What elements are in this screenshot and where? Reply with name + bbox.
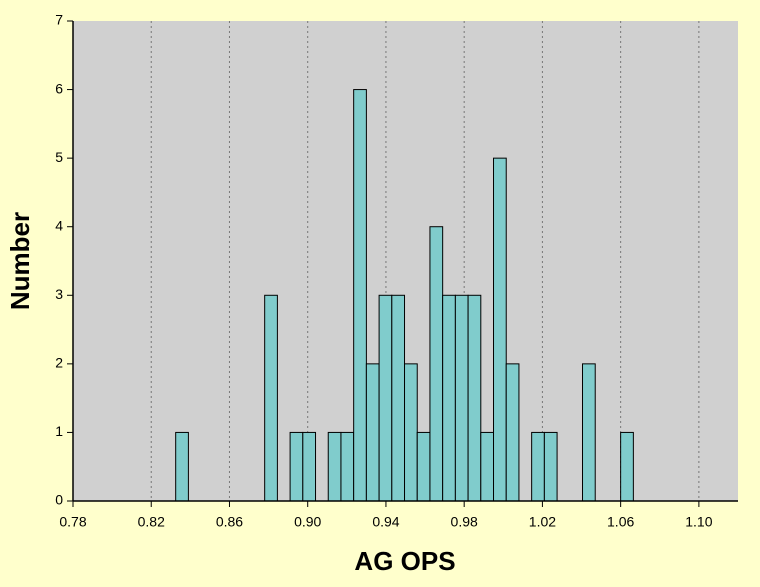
bar <box>365 363 380 502</box>
bar <box>543 431 558 502</box>
y-tick-label: 6 <box>55 80 63 96</box>
bar <box>404 363 418 502</box>
bar <box>327 431 342 502</box>
bar <box>454 294 469 502</box>
bar <box>264 294 278 502</box>
bar <box>416 431 431 502</box>
x-tick-label: 1.02 <box>529 514 556 530</box>
y-tick-label: 1 <box>55 423 63 439</box>
bar <box>289 431 304 502</box>
x-tick-label: 0.98 <box>451 514 478 530</box>
x-axis-title: AG OPS <box>354 546 455 576</box>
y-tick-label: 7 <box>55 12 63 28</box>
bar <box>340 431 355 502</box>
bar <box>531 431 545 502</box>
x-tick-label: 0.82 <box>138 514 165 530</box>
bar <box>175 431 189 502</box>
x-tick-label: 0.78 <box>59 514 86 530</box>
x-tick-label: 0.94 <box>372 514 399 530</box>
y-tick-label: 0 <box>55 492 63 508</box>
y-tick-label: 3 <box>55 286 63 302</box>
y-axis-title: Number <box>5 212 35 310</box>
x-tick-label: 0.90 <box>294 514 321 530</box>
bar <box>582 363 596 502</box>
bar <box>480 431 495 502</box>
bar <box>467 294 482 502</box>
bar <box>302 431 317 502</box>
bar <box>620 431 634 502</box>
bar <box>505 363 520 502</box>
y-tick-label: 2 <box>55 355 63 371</box>
y-tick-label: 5 <box>55 149 63 165</box>
bar <box>429 226 444 502</box>
x-tick-label: 0.86 <box>216 514 243 530</box>
bar <box>378 294 393 502</box>
x-tick-label: 1.10 <box>685 514 712 530</box>
bar <box>353 89 367 502</box>
bar <box>391 294 406 502</box>
x-tick-label: 1.06 <box>607 514 634 530</box>
bar <box>442 294 456 502</box>
bar <box>493 157 507 502</box>
y-tick-label: 4 <box>55 217 63 233</box>
